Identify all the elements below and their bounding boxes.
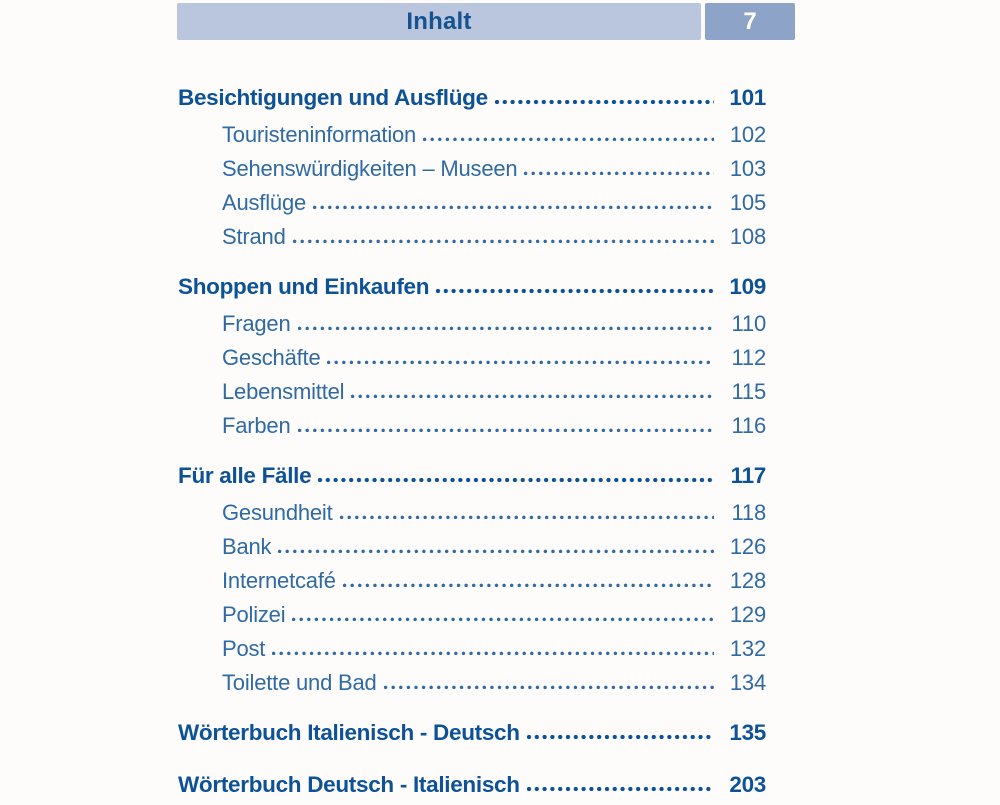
- toc-entry-page: 110: [731, 311, 767, 336]
- toc-entry-title: Besichtigungen und Ausflüge: [178, 85, 488, 110]
- page-header-bar: Inhalt: [177, 3, 701, 40]
- toc-entry-page: 101: [729, 85, 766, 110]
- toc-entry-page: 129: [729, 602, 766, 627]
- toc-entry-page: 108: [729, 224, 766, 249]
- toc-entry-title: Lebensmittel: [222, 379, 345, 404]
- toc-entry-title: Geschäfte: [222, 345, 321, 370]
- toc-entry-page: 118: [731, 500, 767, 525]
- toc-entry-page: 102: [729, 122, 766, 147]
- toc-item: Lebensmittel 115: [178, 375, 766, 409]
- toc-entry-page: 132: [729, 636, 766, 661]
- toc-entry-page: 126: [729, 534, 766, 559]
- toc-entry-page: 105: [729, 190, 766, 215]
- toc-item: Fragen 110: [178, 307, 766, 341]
- dotted-leader: [271, 651, 714, 656]
- page-number: 7: [743, 7, 757, 35]
- toc-entry-page: 115: [731, 379, 767, 404]
- dotted-leader: [291, 239, 714, 244]
- toc-section-heading: Besichtigungen und Ausflüge 101: [178, 81, 766, 115]
- dotted-leader: [382, 685, 714, 690]
- toc-entry-title: Strand: [222, 224, 286, 249]
- toc-section-heading: Wörterbuch Deutsch - Italienisch 203: [178, 768, 766, 802]
- dotted-leader: [296, 428, 714, 433]
- toc-item: Gesundheit 118: [178, 496, 766, 530]
- toc-item: Touristeninformation 102: [178, 118, 766, 152]
- toc-entry-title: Ausflüge: [222, 190, 307, 215]
- dotted-leader: [525, 786, 714, 792]
- dotted-leader: [350, 394, 714, 399]
- toc-entry-title: Gesundheit: [222, 500, 333, 525]
- dotted-leader: [326, 360, 714, 365]
- page-title: Inhalt: [406, 7, 472, 35]
- toc-entry-page: 203: [729, 772, 766, 797]
- dotted-leader: [291, 617, 714, 622]
- toc-entry-title: Toilette und Bad: [222, 670, 377, 695]
- toc-entry-page: 117: [730, 463, 767, 488]
- toc-entry-page: 112: [731, 345, 767, 370]
- toc-entry-page: 116: [731, 413, 767, 438]
- toc-item: Bank 126: [178, 530, 766, 564]
- table-of-contents: Besichtigungen und Ausflüge 101 Touriste…: [178, 81, 766, 805]
- toc-section-heading: Wörterbuch Italienisch - Deutsch 135: [178, 716, 766, 750]
- toc-entry-page: 134: [729, 670, 766, 695]
- dotted-leader: [422, 137, 714, 142]
- toc-entry-title: Wörterbuch Italienisch - Deutsch: [178, 720, 520, 745]
- toc-item: Post 132: [178, 632, 766, 666]
- dotted-leader: [338, 515, 714, 520]
- dotted-leader: [277, 549, 714, 554]
- toc-item: Strand 108: [178, 220, 766, 254]
- toc-item: Sehenswürdigkeiten – Museen 103: [178, 152, 766, 186]
- toc-item: Geschäfte 112: [178, 341, 766, 375]
- dotted-leader: [523, 171, 714, 176]
- toc-entry-title: Sehenswürdigkeiten – Museen: [222, 156, 518, 181]
- toc-entry-title: Fragen: [222, 311, 291, 336]
- toc-item: Internetcafé 128: [178, 564, 766, 598]
- toc-entry-title: Internetcafé: [222, 568, 336, 593]
- dotted-leader: [312, 205, 714, 210]
- toc-entry-title: Wörterbuch Deutsch - Italienisch: [178, 772, 520, 797]
- toc-entry-title: Bank: [222, 534, 272, 559]
- toc-entry-page: 103: [729, 156, 766, 181]
- toc-entry-title: Touristeninformation: [222, 122, 417, 147]
- toc-entry-title: Farben: [222, 413, 291, 438]
- dotted-leader: [296, 326, 714, 331]
- toc-item: Polizei 129: [178, 598, 766, 632]
- toc-section-heading: Für alle Fälle 117: [178, 459, 766, 493]
- toc-entry-page: 109: [729, 274, 766, 299]
- dotted-leader: [525, 734, 714, 740]
- toc-entry-page: 128: [729, 568, 766, 593]
- toc-item: Toilette und Bad 134: [178, 666, 766, 700]
- toc-section-heading: Shoppen und Einkaufen 109: [178, 270, 766, 304]
- toc-item: Farben 116: [178, 409, 766, 443]
- toc-entry-title: Post: [222, 636, 266, 661]
- toc-entry-title: Für alle Fälle: [178, 463, 312, 488]
- toc-entry-title: Polizei: [222, 602, 286, 627]
- dotted-leader: [493, 99, 714, 105]
- toc-entry-title: Shoppen und Einkaufen: [178, 274, 430, 299]
- toc-entry-page: 135: [729, 720, 766, 745]
- dotted-leader: [341, 583, 714, 588]
- toc-item: Ausflüge 105: [178, 186, 766, 220]
- dotted-leader: [435, 288, 714, 294]
- page-number-box: 7: [705, 3, 795, 40]
- dotted-leader: [317, 477, 714, 483]
